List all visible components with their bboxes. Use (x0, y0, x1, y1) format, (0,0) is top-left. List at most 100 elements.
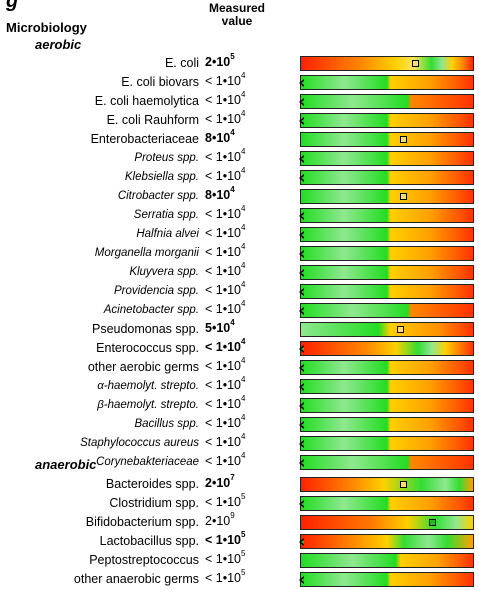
value-base: 2•10 (205, 55, 231, 69)
value-base: < 1•10 (205, 74, 242, 88)
below-range-marker-icon (299, 576, 304, 584)
germ-label: Enterococcus spp. (96, 341, 199, 355)
measured-value: < 1•104 (205, 432, 245, 449)
table-row: Bifidobacterium spp. 2•109 (0, 511, 479, 533)
measured-value: < 1•104 (205, 71, 245, 88)
value-base: < 1•10 (205, 454, 242, 468)
reference-range-bar (299, 151, 474, 166)
measured-value: < 1•105 (205, 549, 246, 566)
subsection-anaerobic: anaerobic (35, 457, 97, 472)
below-range-marker-icon (299, 345, 304, 353)
value-exponent: 4 (241, 280, 246, 289)
measured-value: < 1•105 (205, 492, 246, 509)
reference-range-bar (299, 534, 474, 549)
table-row: Bacillus spp. < 1•104 (0, 413, 479, 435)
value-exponent: 4 (241, 299, 246, 308)
table-row: Peptostreptococcus < 1•105 (0, 549, 479, 571)
below-range-marker-icon (299, 538, 304, 546)
measured-value: < 1•104 (205, 223, 245, 240)
germ-label: Enterobacteriaceae (90, 132, 199, 146)
reference-range-bar (299, 360, 474, 375)
below-range-marker-icon (299, 288, 304, 296)
reference-range-bar (299, 303, 474, 318)
germ-label: Pseudomonas spp. (91, 322, 199, 336)
below-range-marker-icon (299, 421, 304, 429)
value-base: < 1•10 (205, 169, 242, 183)
below-range-marker-icon (299, 98, 304, 106)
germ-label: Bacillus spp. (134, 418, 199, 430)
value-exponent: 4 (241, 109, 246, 118)
value-base: < 1•10 (205, 245, 242, 259)
reference-range-bar (299, 398, 474, 413)
reference-range-bar (299, 94, 474, 109)
value-exponent: 5 (241, 568, 246, 577)
measured-value: < 1•105 (205, 530, 245, 547)
value-exponent: 5 (241, 549, 246, 558)
measured-value: < 1•104 (205, 204, 245, 221)
reference-range-bar (299, 208, 474, 223)
value-marker-icon (400, 193, 408, 200)
reference-range-bar (299, 436, 474, 451)
table-row: Lactobacillus spp. < 1•105 (0, 530, 479, 552)
value-exponent: 4 (241, 261, 246, 270)
table-row: Proteus spp. < 1•104 (0, 147, 479, 169)
germ-label: E. coli (164, 56, 199, 70)
germ-label: Lactobacillus spp. (99, 534, 199, 548)
value-base: 2•10 (205, 476, 231, 490)
table-row: E. coli 2•105 (0, 52, 479, 74)
value-base: < 1•10 (205, 226, 242, 240)
table-row: Enterococcus spp. < 1•104 (0, 337, 479, 359)
reference-range-bar (300, 189, 474, 204)
reference-range-bar (299, 341, 474, 356)
value-base: < 1•10 (205, 207, 242, 221)
reference-range-bar (299, 170, 474, 185)
value-base: < 1•10 (205, 283, 242, 297)
reference-range-bar (300, 477, 474, 492)
germ-label: E. coli Rauhform (106, 113, 199, 127)
measured-value: 8•104 (205, 128, 235, 145)
value-exponent: 7 (230, 473, 235, 482)
measured-value: 5•104 (205, 318, 235, 335)
value-exponent: 9 (230, 511, 235, 520)
value-base: 8•10 (205, 131, 231, 145)
germ-label: Bifidobacterium spp. (85, 515, 199, 529)
value-base: < 1•10 (205, 340, 242, 354)
table-row: Kluyvera spp. < 1•104 (0, 261, 479, 283)
value-exponent: 4 (241, 337, 246, 346)
reference-range-bar (299, 496, 474, 511)
value-exponent: 4 (241, 166, 246, 175)
table-row: Citrobacter spp. 8•104 (0, 185, 479, 207)
reference-range-bar (300, 322, 474, 337)
germ-label: E. coli biovars (121, 75, 199, 89)
germ-label: Corynebakteriaceae (96, 456, 199, 468)
germ-label: Citrobacter spp. (117, 190, 199, 202)
below-range-marker-icon (299, 383, 304, 391)
table-row: E. coli Rauhform < 1•104 (0, 109, 479, 131)
value-base: < 1•10 (205, 435, 242, 449)
table-row: Morganella morganii < 1•104 (0, 242, 479, 264)
value-base: < 1•10 (205, 416, 242, 430)
germ-label: Bacteroides spp. (105, 477, 199, 491)
germ-label: Klebsiella spp. (124, 171, 199, 183)
value-exponent: 4 (230, 318, 235, 327)
germ-label: Clostridium spp. (109, 496, 199, 510)
table-row: β-haemolyt. strepto. < 1•104 (0, 394, 479, 416)
measured-value: < 1•104 (205, 337, 246, 354)
report-title-cut: g (6, 0, 19, 12)
germ-label: Peptostreptococcus (89, 553, 199, 567)
value-base: < 1•10 (205, 112, 242, 126)
value-exponent: 4 (241, 413, 246, 422)
measured-value: 2•105 (205, 52, 235, 69)
measured-value-header: Measured value (208, 1, 266, 28)
measured-value: < 1•104 (205, 166, 246, 183)
value-exponent: 4 (241, 147, 246, 156)
below-range-marker-icon (299, 307, 304, 315)
value-base: < 1•10 (205, 359, 242, 373)
value-base: < 1•10 (205, 552, 242, 566)
value-exponent: 5 (241, 492, 246, 501)
reference-range-bar (300, 132, 474, 147)
table-row: E. coli biovars < 1•104 (0, 71, 479, 93)
value-base: 5•10 (205, 321, 231, 335)
reference-range-bar (299, 572, 474, 587)
value-base: < 1•10 (205, 302, 242, 316)
